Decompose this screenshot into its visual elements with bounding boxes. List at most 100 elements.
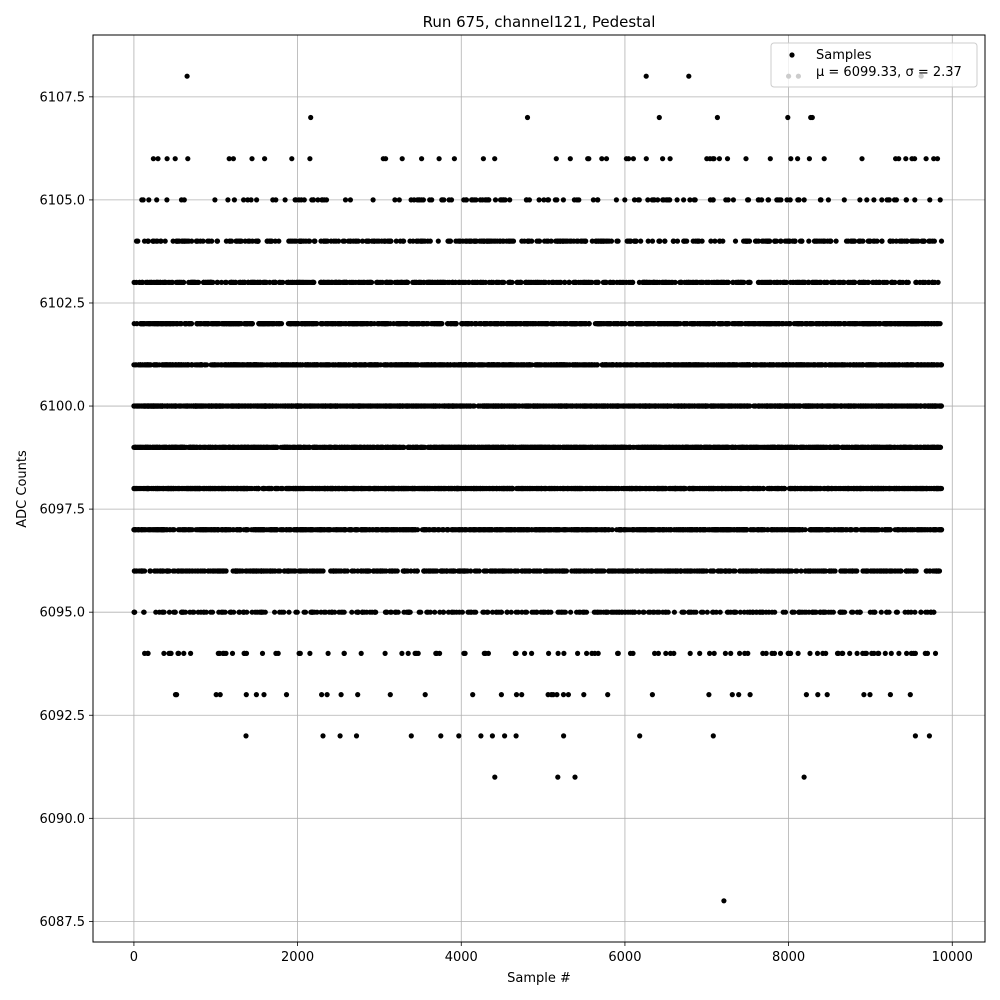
data-point	[740, 527, 746, 533]
data-point	[144, 485, 150, 492]
data-point	[534, 609, 540, 615]
data-point	[896, 650, 902, 657]
data-point	[309, 485, 315, 492]
data-point	[204, 485, 210, 492]
data-point	[421, 568, 427, 574]
data-point	[195, 527, 201, 533]
data-point	[285, 485, 291, 492]
data-point	[484, 568, 490, 574]
data-point	[556, 527, 562, 533]
data-point	[160, 527, 166, 533]
data-point	[480, 485, 486, 492]
data-point	[630, 650, 636, 657]
data-point	[189, 527, 195, 533]
data-point	[456, 527, 462, 533]
data-point	[812, 527, 818, 533]
data-point	[699, 568, 705, 574]
data-point	[824, 527, 831, 533]
data-point	[529, 609, 535, 615]
data-point	[519, 609, 525, 615]
data-point	[826, 609, 832, 615]
data-point	[257, 568, 263, 574]
data-point	[646, 609, 652, 615]
data-point	[165, 485, 171, 492]
data-point	[869, 485, 875, 492]
data-point	[426, 527, 432, 533]
data-point	[887, 692, 894, 698]
data-point	[645, 568, 651, 574]
data-point	[382, 650, 388, 657]
data-point	[887, 485, 893, 492]
data-point	[910, 527, 916, 533]
data-point	[852, 527, 858, 533]
data-point	[857, 609, 863, 615]
data-point	[297, 650, 303, 657]
data-point	[814, 485, 820, 492]
data-point	[380, 527, 386, 533]
data-point	[722, 568, 728, 574]
data-point	[582, 568, 588, 574]
data-point	[296, 568, 302, 574]
data-point	[333, 527, 339, 533]
data-point	[131, 609, 137, 615]
data-point	[341, 650, 347, 657]
data-point	[854, 650, 860, 657]
data-point	[309, 609, 315, 615]
data-point	[301, 609, 307, 615]
data-point	[154, 527, 160, 533]
data-point	[529, 650, 535, 657]
data-point	[533, 568, 539, 574]
data-point	[526, 485, 532, 492]
data-point	[888, 650, 894, 657]
data-point	[652, 650, 658, 657]
data-point	[780, 609, 786, 615]
data-point	[206, 568, 212, 574]
data-point	[766, 568, 772, 574]
data-point	[208, 527, 214, 533]
data-point	[141, 609, 147, 615]
data-point	[814, 650, 821, 657]
data-point	[561, 650, 567, 657]
data-point	[651, 609, 657, 615]
data-point	[599, 485, 605, 492]
data-point	[464, 527, 470, 533]
data-point	[581, 609, 587, 615]
data-point	[309, 527, 315, 533]
data-point	[432, 568, 438, 574]
data-point	[639, 568, 645, 574]
data-point	[854, 485, 860, 492]
data-point	[215, 568, 221, 574]
data-point	[736, 692, 742, 698]
data-point	[761, 568, 768, 574]
data-point	[581, 692, 587, 698]
data-point	[592, 650, 598, 657]
data-point	[252, 485, 258, 492]
data-point	[874, 527, 880, 533]
data-point	[862, 650, 868, 657]
data-point	[432, 609, 438, 615]
data-point	[405, 650, 411, 657]
data-point	[256, 527, 262, 533]
data-point	[847, 650, 853, 657]
data-point	[820, 650, 826, 657]
data-point	[907, 692, 913, 698]
data-point	[687, 650, 693, 657]
data-point	[753, 485, 760, 492]
data-point	[509, 485, 516, 492]
data-point	[615, 650, 621, 657]
data-point	[868, 527, 875, 533]
data-point	[432, 485, 438, 492]
data-point	[498, 609, 505, 615]
data-point	[405, 527, 412, 533]
data-point	[440, 568, 446, 574]
data-point	[923, 568, 929, 574]
data-point	[577, 485, 583, 492]
data-point	[358, 650, 364, 657]
data-point	[498, 692, 504, 698]
data-point	[734, 527, 740, 533]
data-point	[161, 650, 167, 657]
data-point	[931, 527, 937, 533]
data-point	[709, 485, 715, 492]
data-point	[524, 609, 530, 615]
data-point	[747, 692, 753, 698]
